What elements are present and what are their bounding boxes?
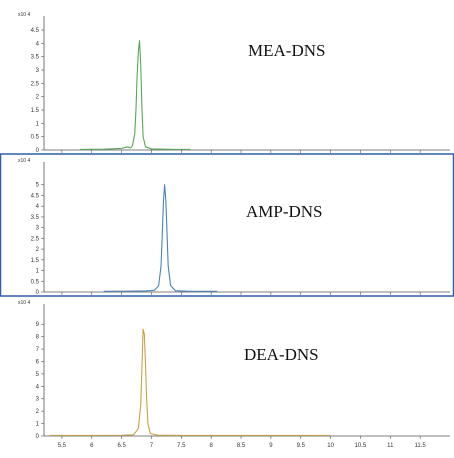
- x-tick-label: 7: [150, 443, 154, 449]
- series-trace-mea-dns: [79, 40, 191, 151]
- y-tick-label: 3.5: [31, 55, 40, 61]
- y-tick-label: 2.5: [31, 236, 40, 242]
- y-tick-label: 7: [36, 347, 40, 353]
- y-tick-label: 0.5: [31, 135, 40, 141]
- x-tick-label: 6.5: [117, 443, 126, 449]
- x-tick-label: 9.5: [297, 443, 306, 449]
- y-tick-label: 3: [36, 397, 40, 403]
- panel-selection-frame: [0, 153, 454, 297]
- compound-label: DEA-DNS: [244, 345, 319, 364]
- y-tick-label: 6: [36, 359, 40, 365]
- x-tick-label: 11.5: [415, 443, 427, 449]
- y-tick-label: 0.5: [31, 279, 40, 285]
- y-tick-label: 8: [36, 335, 40, 341]
- y-tick-label: 0: [36, 434, 40, 440]
- panel-3: x10 4 0 1 2 3 4 5 6 7 8 9 5.5 6 6.5 7 7.5 8 8.5 9 9.5 10 10.5…: [18, 300, 450, 449]
- series-trace-dea-dns: [49, 328, 331, 436]
- y-tick-label: 5: [36, 372, 40, 378]
- y-tick-label: 4: [36, 384, 40, 390]
- x-tick-label: 8: [210, 443, 214, 449]
- y-tick-label: 0: [36, 148, 40, 154]
- x-tick-label: 7.5: [177, 443, 186, 449]
- panel-2: x10 4 0 0.5 1 1.5 2 2.5 3 3.5 4 4.5 5 AMP-DNS: [0, 153, 454, 297]
- y-tick-label: 3.5: [31, 215, 40, 221]
- panel-1: x10 4 0 0.5 1 1.5 2 2.5 3 3.5 4 4.5 MEA-DNS: [18, 12, 450, 154]
- compound-label: MEA-DNS: [248, 41, 325, 60]
- y-exponent-label: x10 4: [18, 300, 30, 306]
- x-tick-label: 8.5: [237, 443, 246, 449]
- y-tick-label: 0: [36, 290, 40, 296]
- y-tick-label: 9: [36, 322, 40, 328]
- y-tick-label: 1: [36, 422, 40, 428]
- x-tick-label: 9: [269, 443, 273, 449]
- y-tick-label: 1: [36, 269, 40, 275]
- y-tick-label: 4.5: [31, 28, 40, 34]
- x-tick-label: 10: [327, 443, 334, 449]
- y-tick-label: 4: [36, 41, 40, 47]
- y-tick-label: 2.5: [31, 81, 40, 87]
- y-tick-label: 1: [36, 121, 40, 127]
- y-tick-label: 5: [36, 183, 40, 189]
- y-tick-label: 3: [36, 226, 40, 232]
- y-tick-label: 1.5: [31, 258, 40, 264]
- y-tick-label: 1.5: [31, 108, 40, 114]
- y-exponent-label: x10 4: [18, 12, 30, 18]
- compound-label: AMP-DNS: [246, 202, 323, 221]
- series-trace-amp-dns: [103, 184, 218, 292]
- y-tick-label: 2: [36, 247, 40, 253]
- y-tick-label: 2: [36, 409, 40, 415]
- x-tick-label: 10.5: [355, 443, 367, 449]
- y-tick-label: 4.5: [31, 193, 40, 199]
- x-tick-label: 5.5: [58, 443, 67, 449]
- x-tick-label: 11: [387, 443, 394, 449]
- y-tick-label: 4: [36, 204, 40, 210]
- y-tick-label: 3: [36, 68, 40, 74]
- y-exponent-label: x10 4: [18, 158, 30, 164]
- x-tick-label: 6: [90, 443, 94, 449]
- y-tick-label: 2: [36, 95, 40, 101]
